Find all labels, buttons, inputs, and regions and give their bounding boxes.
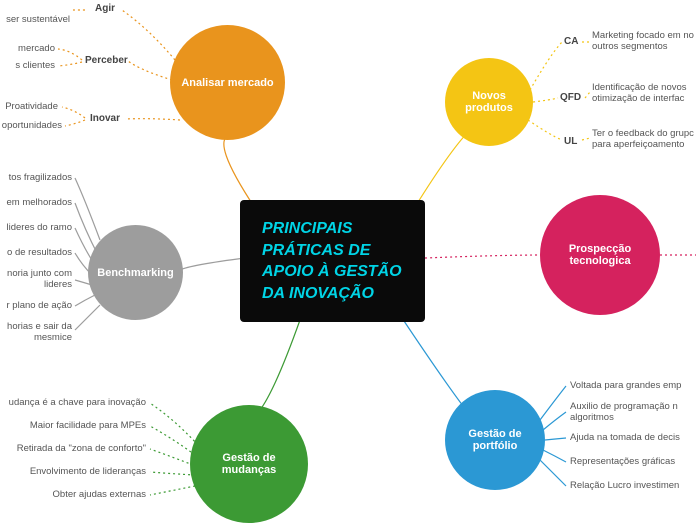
sublabel: QFD [560, 92, 581, 103]
node-prospeccao[interactable]: Prospecção tecnologica [540, 195, 660, 315]
leaf-item: mercado [0, 43, 55, 54]
leaf-item: noria junto com lideres [0, 268, 72, 291]
leaf-item: em melhorados [0, 197, 72, 208]
leaf-item: ser sustentável [0, 14, 70, 25]
node-novos[interactable]: Novos produtos [445, 58, 533, 146]
leaf-item: Envolvimento de lideranças [0, 466, 146, 477]
sublabel: Inovar [90, 113, 120, 124]
leaf-item: lideres do ramo [0, 222, 72, 233]
leaf-item: Voltada para grandes emp [570, 380, 696, 391]
leaf-item: Ter o feedback do grupc para aperfeiçoam… [592, 128, 696, 151]
sublabel: Perceber [85, 55, 128, 66]
leaf-item: o de resultados [0, 247, 72, 258]
leaf-item: oportunidades [0, 120, 62, 131]
center-topic[interactable]: PRINCIPAIS PRÁTICAS DE APOIO À GESTÃO DA… [240, 200, 425, 322]
sublabel: Agir [95, 3, 115, 14]
leaf-item: udança é a chave para inovação [0, 397, 146, 408]
leaf-item: Proatividade [0, 101, 58, 112]
node-portfolio[interactable]: Gestão de portfólio [445, 390, 545, 490]
leaf-item: Auxilio de programação n algoritmos [570, 401, 696, 424]
leaf-item: Maior facilidade para MPEs [0, 420, 146, 431]
leaf-item: Identificação de novos otimização de int… [592, 82, 696, 105]
node-benchmarking[interactable]: Benchmarking [88, 225, 183, 320]
leaf-item: tos fragilizados [0, 172, 72, 183]
leaf-item: Marketing focado em no outros segmentos [592, 30, 696, 53]
node-analisar[interactable]: Analisar mercado [170, 25, 285, 140]
mindmap-canvas: PRINCIPAIS PRÁTICAS DE APOIO À GESTÃO DA… [0, 0, 696, 520]
leaf-item: Relação Lucro investimen [570, 480, 696, 491]
node-mudancas[interactable]: Gestão de mudanças [190, 405, 308, 523]
leaf-item: Ajuda na tomada de decis [570, 432, 696, 443]
center-title: PRINCIPAIS PRÁTICAS DE APOIO À GESTÃO DA… [262, 220, 402, 302]
sublabel: CA [564, 36, 578, 47]
sublabel: UL [564, 136, 577, 147]
leaf-item: Retirada da "zona de conforto" [0, 443, 146, 454]
leaf-item: s clientes [0, 60, 55, 71]
leaf-item: Obter ajudas externas [0, 489, 146, 500]
leaf-item: Representações gráficas [570, 456, 696, 467]
leaf-item: horias e sair da mesmice [0, 321, 72, 344]
leaf-item: r plano de ação [0, 300, 72, 311]
